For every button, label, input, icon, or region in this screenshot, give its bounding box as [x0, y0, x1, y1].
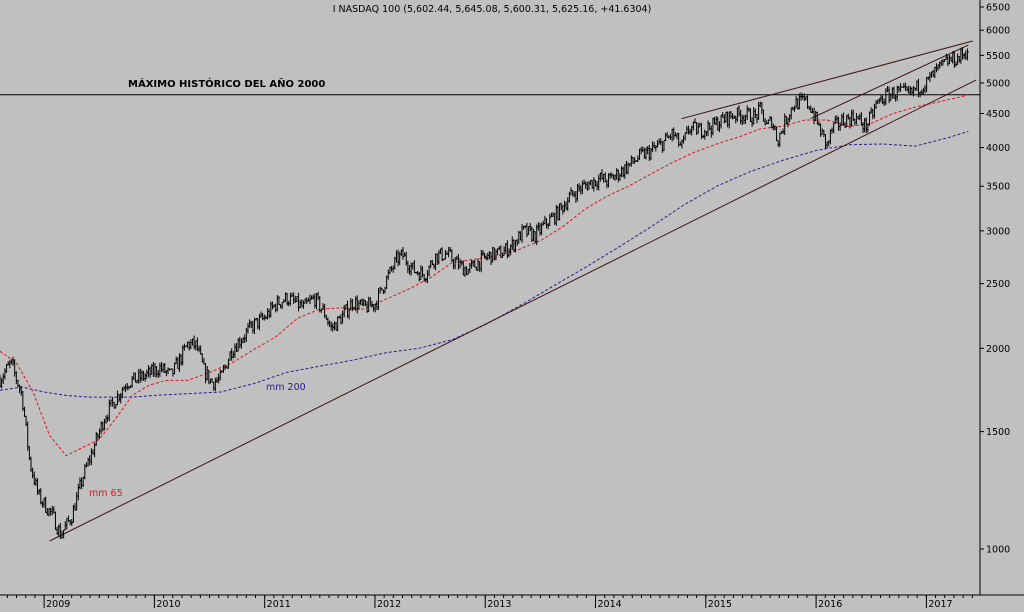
x-axis: 2009 2010 2011 2012 2013 2014 2015 2016 2017	[6, 595, 973, 610]
x-tick-label: 2017	[928, 599, 952, 608]
y-tick-label: 3000	[986, 226, 1010, 237]
mm65-label: mm 65	[89, 488, 123, 499]
mm200-group	[0, 130, 969, 398]
y-axis: 1000 1500 2000 2500 3000 3500 4000 4500 5000 5500…	[980, 3, 1010, 556]
y-tick-label: 4500	[986, 109, 1010, 120]
y-tick-label: 1500	[986, 427, 1010, 438]
y-tick-label: 2500	[986, 279, 1010, 290]
y-tick-label: 6000	[986, 26, 1010, 37]
y-tick-label: 4000	[986, 143, 1010, 154]
x-tick-label: 2016	[818, 599, 842, 608]
y-tick-label: 5500	[986, 51, 1010, 62]
trendlines-group	[49, 40, 977, 542]
x-tick-label: 2011	[267, 599, 291, 608]
x-tick-label: 2010	[156, 599, 180, 608]
chart-title: I NASDAQ 100 (5,602.44, 5,645.08, 5,600.…	[333, 4, 652, 15]
mm65-group	[0, 94, 969, 457]
y-tick-label: 2000	[986, 344, 1010, 355]
y-tick-label: 1000	[986, 545, 1010, 556]
mm65-line	[0, 94, 969, 457]
x-tick-label: 2014	[598, 599, 622, 608]
trendline-resistance	[681, 40, 973, 120]
price-bars-group	[0, 47, 969, 540]
max-2000-label: MÁXIMO HISTÓRICO DEL AÑO 2000	[128, 77, 325, 90]
mm200-line	[0, 130, 969, 398]
trendline-support	[49, 79, 977, 542]
y-tick-label: 5000	[986, 78, 1010, 89]
mm200-label: mm 200	[266, 382, 306, 393]
trendline-inner	[810, 44, 969, 120]
x-tick-label: 2012	[377, 599, 401, 608]
y-tick-label: 6500	[986, 3, 1010, 14]
y-tick-label: 3500	[986, 182, 1010, 193]
x-tick-label: 2015	[708, 599, 732, 608]
x-tick-label: 2013	[487, 599, 511, 608]
x-tick-label: 2009	[46, 599, 70, 608]
